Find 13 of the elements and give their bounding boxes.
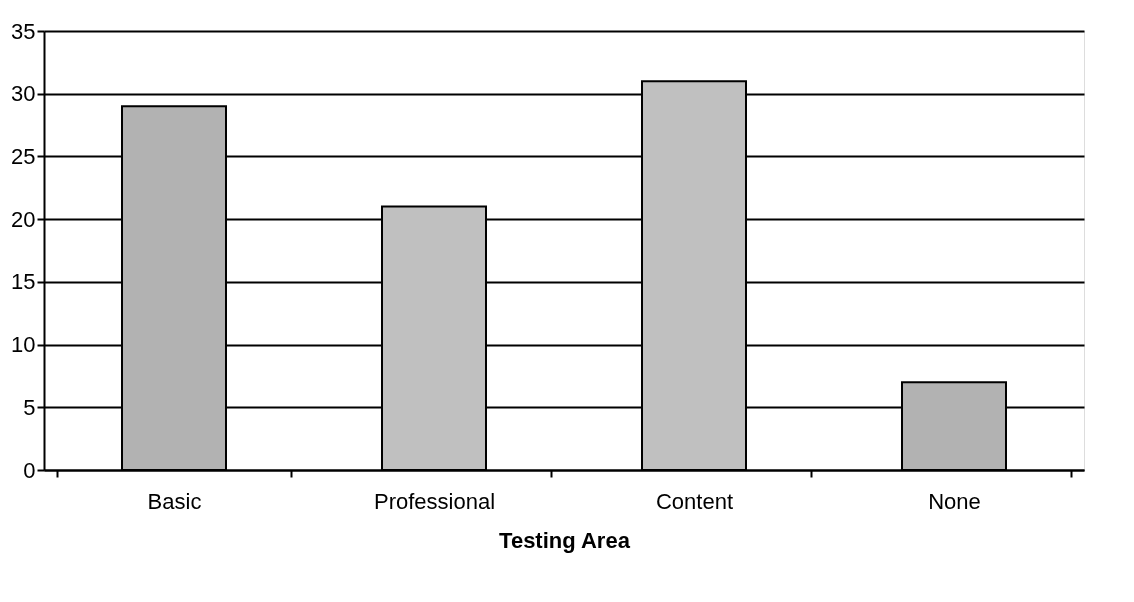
y-tick-label: 35 (11, 18, 36, 44)
x-tick-label: None (928, 488, 981, 514)
y-tick-label: 20 (11, 206, 36, 232)
x-tick-label: Basic (147, 488, 202, 514)
y-tick-label: 10 (11, 332, 36, 358)
x-axis-title: Testing Area (499, 527, 631, 553)
y-tick-label: 0 (23, 457, 36, 483)
x-tick-label: Professional (373, 488, 496, 514)
x-tick-label: Content (655, 488, 734, 514)
y-tick-label: 25 (11, 143, 36, 169)
y-tick-label: 30 (11, 81, 36, 107)
y-tick-label: 5 (23, 394, 36, 420)
y-tick-label: 15 (11, 269, 36, 295)
